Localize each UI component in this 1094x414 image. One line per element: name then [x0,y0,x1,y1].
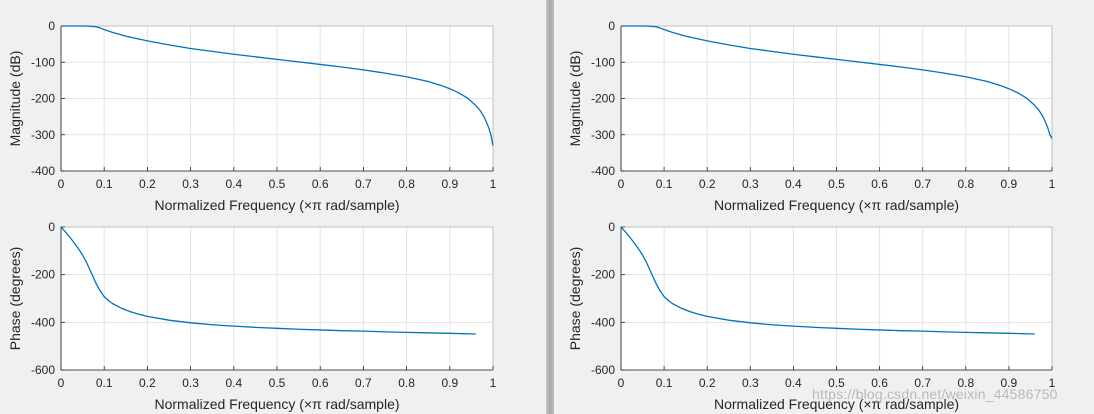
phase-x-tick-label: 0.2 [699,376,716,390]
figure-panel-right: 0 0.1 0.2 0.3 0.4 0.5 0.6 0.7 0.8 0.9 1 0 -100 -200 -3… [554,0,1094,414]
panel-left-phase-axes: 0 0.1 0.2 0.3 0.4 0.5 0.6 0.7 0.8 0.9 1 0 -200 -400 -6… [7,220,497,412]
magnitude-y-tick-label: -200 [591,92,615,106]
magnitude-x-tick-label: 0.4 [785,177,802,191]
phase-y-tick-label: 0 [48,220,55,234]
magnitude-x-tick-label: 0.7 [355,177,372,191]
panel-right-magnitude-axes: 0 0.1 0.2 0.3 0.4 0.5 0.6 0.7 0.8 0.9 1 0 -100 -200 -3… [567,19,1056,213]
magnitude-y-tick-label: -400 [591,164,615,178]
magnitude-y-tick-label: -300 [591,128,615,142]
phase-x-tick-label: 0.1 [656,376,673,390]
phase-x-tick-label: 0 [58,376,65,390]
phase-x-tick-label: 0.3 [182,376,199,390]
magnitude-x-tick-label: 0.3 [182,177,199,191]
magnitude-x-tick-label: 0.3 [742,177,759,191]
magnitude-y-tick-label: -100 [31,55,55,69]
magnitude-y-axis-label: Magnitude (dB) [567,51,583,147]
magnitude-x-tick-label: 1 [490,177,497,191]
phase-x-tick-label: 0.2 [139,376,156,390]
phase-x-tick-label: 0.4 [785,376,802,390]
magnitude-x-tick-label: 0.6 [871,177,888,191]
phase-y-axis-label: Phase (degrees) [7,247,23,351]
watermark-text: https://blog.csdn.net/weixin_44586750 [812,386,1058,402]
panel-left-magnitude-axes: 0 0.1 0.2 0.3 0.4 0.5 0.6 0.7 0.8 0.9 1 0 -100 -200 -3… [7,19,497,213]
magnitude-x-tick-label: 0.9 [441,177,458,191]
phase-y-tick-label: -200 [591,268,615,282]
phase-x-tick-label: 0.5 [828,376,845,390]
figure-right-svg: 0 0.1 0.2 0.3 0.4 0.5 0.6 0.7 0.8 0.9 1 0 -100 -200 -3… [567,19,1056,412]
phase-y-tick-label: 0 [608,220,615,234]
magnitude-x-tick-label: 0.9 [1001,177,1018,191]
magnitude-x-tick-label: 0.5 [269,177,286,191]
phase-x-tick-label: 0.8 [957,376,974,390]
magnitude-x-tick-label: 0.1 [96,177,113,191]
phase-x-tick-label: 0.3 [742,376,759,390]
figure-left-svg: 0 0.1 0.2 0.3 0.4 0.5 0.6 0.7 0.8 0.9 1 0 -100 -200 -3… [7,19,497,412]
magnitude-x-tick-label: 0.2 [699,177,716,191]
magnitude-y-tick-label: -300 [31,128,55,142]
magnitude-x-tick-label: 0 [58,177,65,191]
magnitude-y-tick-label: -100 [591,55,615,69]
magnitude-x-tick-label: 0.2 [139,177,156,191]
phase-x-tick-label: 0.6 [871,376,888,390]
magnitude-y-tick-label: 0 [48,19,55,33]
magnitude-x-tick-label: 1 [1049,177,1056,191]
phase-x-tick-label: 1 [490,376,497,390]
magnitude-y-tick-label: -200 [31,92,55,106]
phase-y-tick-label: -200 [31,268,55,282]
phase-x-tick-label: 0.4 [225,376,242,390]
magnitude-series-line [621,25,1053,139]
magnitude-x-axis-label: Normalized Frequency (×π rad/sample) [154,197,399,213]
magnitude-x-tick-label: 0 [618,177,625,191]
magnitude-x-tick-label: 0.8 [398,177,415,191]
figure-panel-left: 0 0.1 0.2 0.3 0.4 0.5 0.6 0.7 0.8 0.9 1 0 -100 -200 -3… [0,0,546,414]
phase-x-tick-label: 0.9 [1001,376,1018,390]
magnitude-y-tick-label: 0 [608,19,615,33]
phase-x-tick-label: 0 [618,376,625,390]
phase-y-tick-label: -400 [591,315,615,329]
phase-series-line [60,226,476,335]
magnitude-y-tick-label: -400 [31,164,55,178]
magnitude-x-tick-label: 0.8 [957,177,974,191]
phase-x-tick-label: 1 [1049,376,1056,390]
phase-x-axis-label: Normalized Frequency (×π rad/sample) [154,396,399,412]
magnitude-x-tick-label: 0.6 [312,177,329,191]
magnitude-x-tick-label: 0.7 [914,177,931,191]
phase-y-tick-label: -600 [31,363,55,377]
phase-y-tick-label: -600 [591,363,615,377]
magnitude-x-tick-label: 0.4 [225,177,242,191]
phase-x-tick-label: 0.8 [398,376,415,390]
phase-x-tick-label: 0.1 [96,376,113,390]
phase-y-axis-label: Phase (degrees) [567,247,583,351]
magnitude-x-axis-label: Normalized Frequency (×π rad/sample) [714,197,959,213]
phase-x-axis-label: Normalized Frequency (×π rad/sample) [714,396,959,412]
magnitude-series-line [61,25,494,146]
magnitude-x-tick-label: 0.5 [828,177,845,191]
phase-x-tick-label: 0.9 [441,376,458,390]
phase-x-tick-label: 0.7 [914,376,931,390]
window-divider[interactable] [546,0,554,414]
phase-y-tick-label: -400 [31,315,55,329]
phase-x-tick-label: 0.5 [269,376,286,390]
magnitude-x-tick-label: 0.1 [656,177,673,191]
phase-x-tick-label: 0.7 [355,376,372,390]
panel-right-phase-axes: 0 0.1 0.2 0.3 0.4 0.5 0.6 0.7 0.8 0.9 1 0 -200 -400 -6… [567,220,1056,412]
magnitude-y-axis-label: Magnitude (dB) [7,51,23,147]
phase-x-tick-label: 0.6 [312,376,329,390]
phase-series-line [620,226,1035,335]
